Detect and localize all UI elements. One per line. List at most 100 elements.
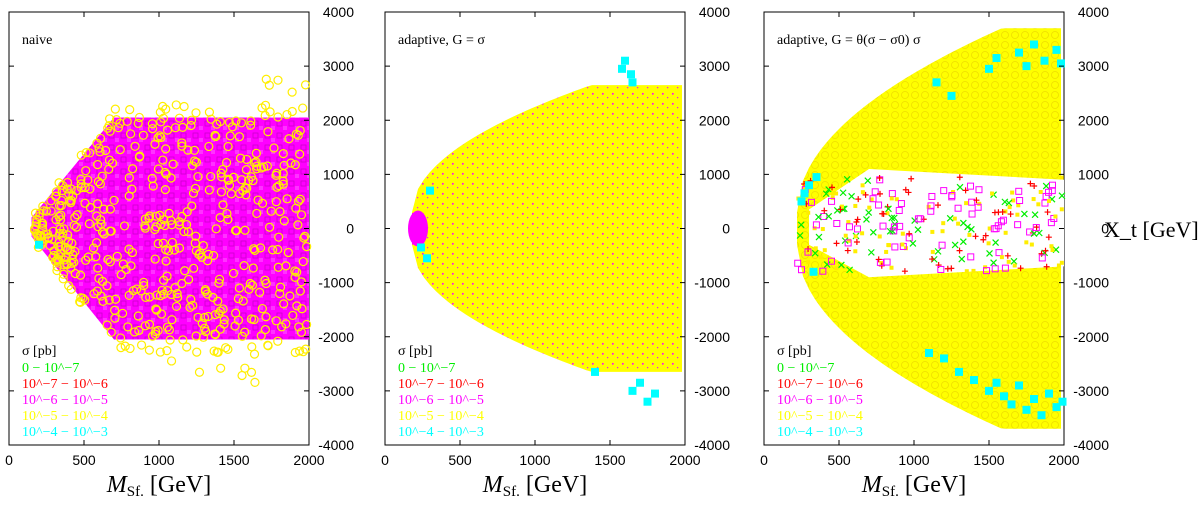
point-yellow — [93, 222, 103, 232]
point-yellow — [296, 210, 307, 220]
point-red — [1033, 224, 1040, 231]
point-yellow — [184, 274, 194, 285]
point-green — [846, 266, 854, 274]
point-yellow — [1011, 198, 1016, 203]
point-yellow — [174, 113, 185, 123]
point-green — [843, 175, 851, 183]
point-yellow — [211, 224, 221, 234]
point-yellow — [161, 144, 171, 154]
legend-entry: 10^−5 − 10^−4 — [22, 409, 108, 424]
point-yellow — [194, 367, 205, 377]
point-green — [1042, 182, 1050, 190]
dense-region-magenta — [408, 210, 428, 247]
point-green — [811, 249, 819, 257]
point-magenta — [875, 201, 883, 209]
x-tick-label: 500 — [827, 452, 851, 468]
point-yellow — [117, 308, 128, 318]
point-yellow — [193, 172, 203, 182]
point-yellow — [54, 211, 64, 222]
point-magenta — [1014, 221, 1022, 229]
point-yellow — [138, 130, 148, 140]
point-yellow — [35, 208, 45, 218]
point-red — [1043, 263, 1050, 270]
point-green — [837, 261, 845, 269]
point-yellow — [165, 335, 175, 345]
point-yellow — [56, 252, 66, 262]
point-red — [929, 256, 936, 263]
point-yellow — [260, 110, 270, 121]
point-yellow — [164, 325, 174, 335]
x-axis-label: MSf. [GeV] — [482, 472, 587, 500]
point-yellow — [92, 138, 102, 148]
point-yellow — [134, 152, 145, 162]
point-yellow — [110, 305, 120, 315]
point-yellow — [231, 308, 241, 318]
point-yellow — [255, 287, 265, 297]
point-yellow — [115, 144, 125, 155]
y-tick-label: 3000 — [323, 58, 354, 74]
point-cyan — [1045, 389, 1053, 398]
point-yellow — [266, 206, 276, 216]
point-yellow — [218, 200, 228, 210]
point-cyan — [1000, 392, 1008, 401]
point-cyan — [591, 367, 599, 376]
point-red — [1017, 265, 1024, 272]
point-yellow — [1007, 205, 1012, 210]
point-green — [958, 255, 966, 263]
point-yellow — [158, 155, 168, 165]
point-yellow — [91, 238, 102, 248]
point-yellow — [191, 157, 201, 167]
point-yellow — [225, 131, 235, 141]
point-magenta — [927, 202, 935, 210]
point-yellow — [285, 291, 295, 301]
y-tick-label: 1000 — [323, 166, 354, 182]
point-yellow — [35, 230, 45, 241]
point-yellow — [75, 297, 85, 307]
point-magenta — [1016, 197, 1024, 205]
point-green — [909, 239, 917, 247]
point-magenta — [927, 207, 935, 215]
point-yellow — [160, 185, 170, 195]
point-yellow — [98, 296, 108, 306]
point-red — [844, 247, 851, 254]
point-yellow — [847, 238, 852, 243]
x-tick-label: 1500 — [594, 452, 625, 468]
legend-entry: 10^−6 − 10^−5 — [777, 393, 863, 408]
point-cyan — [628, 386, 637, 395]
point-yellow — [81, 148, 91, 158]
point-yellow — [1049, 244, 1054, 249]
x-tick-label: 2000 — [669, 452, 700, 468]
point-yellow — [284, 134, 294, 144]
point-yellow — [233, 294, 244, 304]
point-yellow — [222, 208, 232, 219]
point-yellow — [278, 149, 288, 159]
point-cyan — [1030, 40, 1038, 49]
point-yellow — [76, 150, 86, 160]
point-yellow — [219, 319, 229, 329]
point-yellow — [257, 303, 267, 314]
point-red — [934, 202, 941, 209]
point-yellow — [986, 241, 991, 246]
point-yellow — [269, 143, 279, 153]
point-yellow — [228, 268, 239, 278]
point-yellow — [55, 224, 65, 234]
point-yellow — [300, 80, 311, 90]
point-yellow — [223, 175, 233, 185]
point-red — [877, 190, 884, 197]
point-yellow — [885, 211, 890, 216]
point-yellow — [151, 304, 161, 314]
point-yellow — [990, 191, 995, 196]
point-yellow — [179, 101, 189, 112]
point-cyan — [1040, 56, 1049, 65]
point-yellow — [889, 196, 894, 201]
point-yellow — [182, 342, 192, 352]
point-magenta — [938, 241, 946, 249]
point-yellow — [112, 251, 122, 261]
point-yellow — [263, 127, 273, 137]
point-cyan — [970, 376, 978, 385]
point-yellow — [296, 277, 307, 287]
point-yellow — [261, 312, 271, 322]
point-magenta — [833, 219, 841, 227]
point-cyan — [1015, 381, 1023, 390]
point-yellow — [132, 284, 142, 294]
